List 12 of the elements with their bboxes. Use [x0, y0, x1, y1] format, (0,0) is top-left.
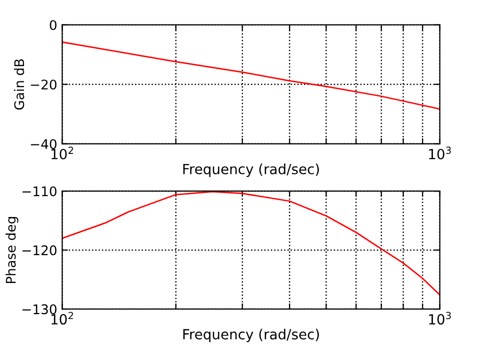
x-tick-label: 10$^{3}$: [429, 312, 451, 325]
y-tick-label: −20: [30, 80, 56, 90]
y-tick-label: −130: [22, 304, 56, 314]
y-tick-label: 0: [50, 20, 56, 30]
y-axis-title: Gain dB: [14, 59, 24, 110]
y-tick-label: −120: [22, 245, 56, 256]
x-axis-title: Frequency (rad/sec): [183, 164, 319, 177]
y-tick-label: −40: [30, 139, 56, 150]
x-axis-title: Frequency (rad/sec): [183, 328, 319, 342]
y-tick-label: −110: [22, 186, 56, 196]
x-tick-label: 10$^{3}$: [429, 146, 451, 160]
y-axis-title: Phase deg: [6, 217, 18, 284]
